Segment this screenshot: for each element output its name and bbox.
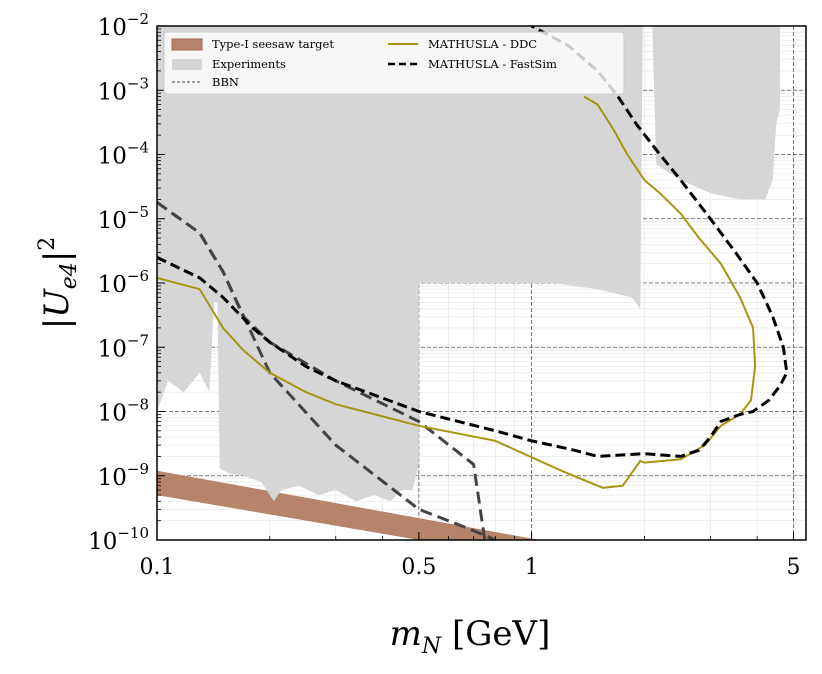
- y-tick-exp: −6: [127, 267, 149, 285]
- y-tick-exp: −9: [127, 460, 149, 478]
- legend: Type-I seesaw target Experiments BBN MATHUS…: [163, 31, 625, 95]
- y-tick-label: 10−7: [98, 331, 149, 362]
- x-tick-label: 1: [525, 555, 539, 580]
- y-tick-base: 10: [98, 144, 127, 170]
- y-tick-base: 10: [98, 401, 127, 427]
- y-tick-label: 10−3: [98, 74, 149, 105]
- y-tick-label: 10−9: [98, 460, 149, 491]
- axis-ticks: 10−1010−910−810−710−610−510−410−310−20.1…: [88, 10, 800, 580]
- x-tick-label: 5: [786, 555, 800, 580]
- x-axis-label-sub: N: [421, 634, 442, 659]
- seesaw-band: [157, 470, 540, 540]
- y-tick-exp: −4: [127, 139, 149, 157]
- series-line-5: [157, 26, 789, 458]
- legend-swatch: [171, 38, 203, 51]
- legend-label: MATHUSLA - DDC: [428, 37, 537, 51]
- x-tick-label: 0.1: [140, 555, 175, 580]
- legend-label: Type-I seesaw target: [212, 37, 334, 51]
- y-tick-base: 10: [98, 208, 127, 234]
- x-axis-label-unit: [GeV]: [441, 614, 550, 654]
- y-tick-base: 10: [98, 336, 127, 362]
- legend-label: BBN: [212, 75, 239, 89]
- y-tick-exp: −3: [127, 74, 149, 92]
- y-tick-label: 10−8: [98, 396, 149, 427]
- y-tick-base: 10: [98, 15, 127, 41]
- y-tick-label: 10−4: [98, 139, 149, 170]
- legend-label: Experiments: [212, 57, 286, 71]
- y-tick-label: 10−6: [98, 267, 149, 298]
- y-tick-exp: −7: [127, 331, 149, 349]
- line-layer: [157, 26, 789, 540]
- y-tick-exp: −2: [127, 10, 149, 28]
- y-tick-label: 10−5: [98, 203, 149, 234]
- y-tick-label: 10−10: [88, 524, 149, 555]
- y-axis-label: |Ue4|2: [35, 237, 82, 330]
- y-axis-label-sup: 2: [35, 237, 60, 251]
- x-axis-label-var: m: [390, 614, 422, 654]
- y-tick-base: 10: [88, 529, 117, 555]
- x-tick-label: 0.5: [401, 555, 436, 580]
- y-tick-exp: −8: [127, 396, 149, 414]
- legend-swatch: [172, 59, 202, 70]
- y-tick-exp: −10: [117, 524, 149, 542]
- y-tick-base: 10: [98, 272, 127, 298]
- y-tick-exp: −5: [127, 203, 149, 221]
- x-axis-label: mN [GeV]: [390, 614, 551, 659]
- legend-label: MATHUSLA - FastSim: [428, 57, 557, 71]
- experiments-region-1: [652, 26, 780, 200]
- y-axis-label-open: |U: [37, 288, 77, 329]
- y-axis-label-sub: e4: [57, 262, 82, 289]
- y-tick-base: 10: [98, 465, 127, 491]
- y-axis-label-close: |: [37, 251, 77, 262]
- y-tick-base: 10: [98, 79, 127, 105]
- y-tick-label: 10−2: [98, 10, 149, 41]
